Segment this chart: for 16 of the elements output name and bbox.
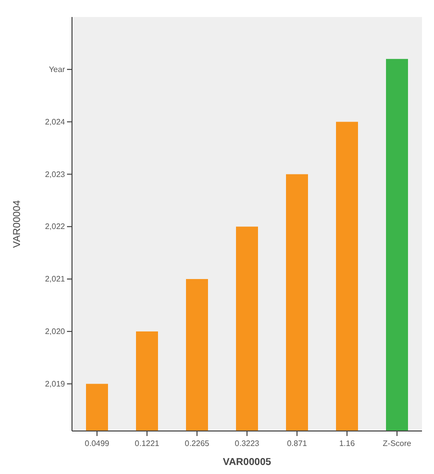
y-tick-label: 2,019 [44, 379, 66, 388]
x-tick-label: Z-Score [382, 439, 412, 448]
x-tick-label: 0.2265 [184, 439, 210, 448]
x-tick-label: 0.0499 [84, 439, 110, 448]
x-tick-label: 0.3223 [234, 439, 260, 448]
y-tick-label: 2,020 [44, 326, 66, 336]
y-tick-label: 2,023 [44, 170, 66, 179]
x-axis-title: VAR00005 [222, 457, 272, 468]
x-tick-label: 1.16 [339, 439, 356, 448]
y-tick-label: 2,024 [44, 117, 66, 126]
x-tick-label: 0.1221 [134, 439, 160, 448]
y-tick-label: 2,022 [44, 222, 66, 232]
x-tick-label: 0.871 [286, 439, 308, 448]
y-tick-label: Year [48, 64, 66, 74]
y-tick-label: 2,021 [44, 274, 66, 284]
y-axis-title: VAR00004 [12, 200, 23, 248]
